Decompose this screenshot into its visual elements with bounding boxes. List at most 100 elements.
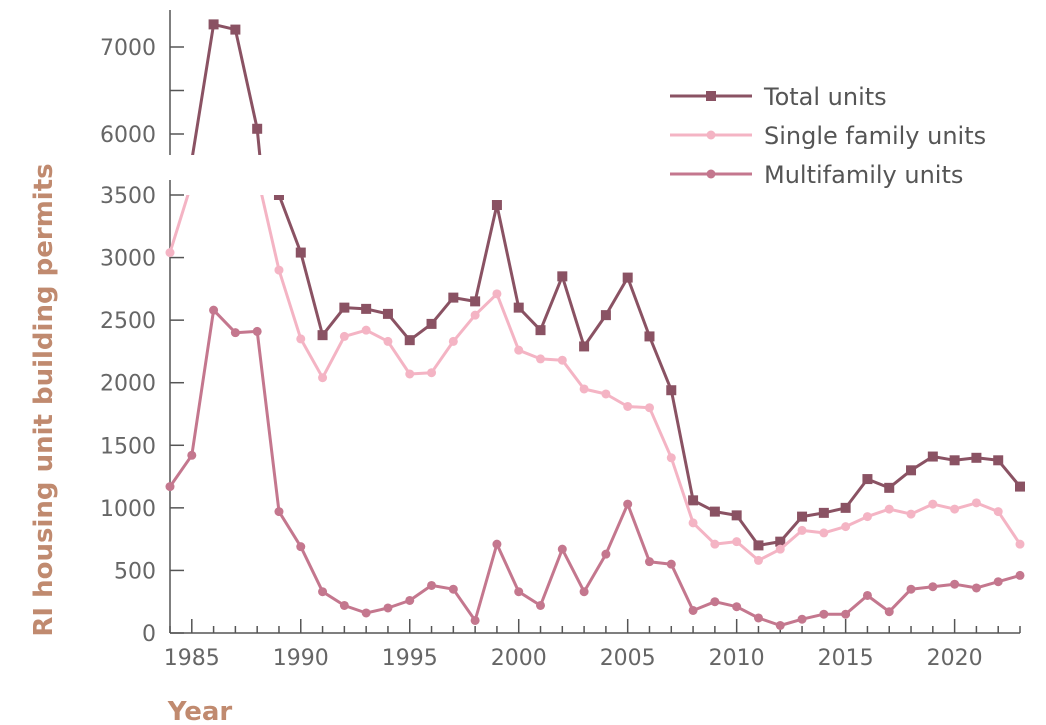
- data-point: [470, 420, 480, 430]
- data-point: [884, 482, 895, 493]
- data-point: [776, 646, 785, 655]
- data-point: [950, 504, 960, 514]
- data-point: [753, 613, 763, 623]
- data-point: [252, 123, 263, 134]
- series-multifamily-units: [165, 305, 1025, 655]
- data-point: [470, 310, 480, 320]
- data-point: [470, 296, 481, 307]
- data-point: [295, 247, 306, 258]
- data-point: [841, 609, 851, 619]
- data-point: [383, 429, 393, 439]
- data-point: [841, 578, 850, 587]
- data-point: [732, 633, 741, 642]
- data-point: [361, 608, 371, 618]
- series-single-family-units: [165, 178, 1025, 610]
- data-point: [492, 353, 502, 363]
- data-point: [209, 305, 219, 315]
- data-point: [994, 616, 1003, 625]
- data-point: [971, 583, 981, 593]
- data-point: [688, 495, 699, 506]
- data-point: [514, 587, 524, 597]
- data-point: [776, 593, 785, 602]
- legend-item: Multifamily units: [670, 161, 963, 189]
- data-point: [753, 590, 763, 600]
- data-point: [818, 507, 829, 518]
- data-point: [230, 328, 240, 338]
- data-point: [514, 345, 524, 355]
- data-point: [339, 425, 349, 435]
- data-point: [536, 600, 546, 610]
- data-point: [448, 292, 459, 303]
- data-point: [557, 544, 567, 554]
- data-point: [362, 441, 371, 450]
- data-point: [1015, 570, 1025, 580]
- data-point: [361, 325, 371, 335]
- data-point: [231, 234, 240, 243]
- data-point: [557, 355, 567, 365]
- data-point: [580, 482, 589, 491]
- y-tick-label: 2000: [100, 372, 156, 397]
- data-point: [993, 577, 1003, 587]
- y-tick-label: 1000: [100, 497, 156, 522]
- data-point: [427, 471, 436, 480]
- data-point: [427, 436, 437, 446]
- data-point: [535, 325, 546, 336]
- data-point: [666, 385, 677, 396]
- data-point: [362, 638, 371, 647]
- data-point: [993, 507, 1003, 517]
- data-point: [884, 504, 894, 514]
- data-point: [753, 555, 763, 565]
- series-line: [168, 308, 1021, 627]
- data-point: [187, 178, 196, 187]
- data-point: [928, 499, 938, 509]
- data-point: [601, 485, 610, 494]
- data-point: [383, 449, 392, 458]
- data-point: [579, 384, 589, 394]
- data-point: [579, 587, 589, 597]
- data-point: [972, 561, 981, 570]
- data-point: [601, 597, 610, 606]
- data-point: [928, 528, 938, 538]
- data-point: [797, 511, 808, 522]
- legend: Total units Single family units Multifamil…: [670, 83, 986, 189]
- data-point: [209, 243, 218, 252]
- data-point: [732, 569, 742, 579]
- data-point: [644, 331, 655, 342]
- data-point: [404, 335, 415, 346]
- x-tick-label: 2000: [491, 646, 547, 671]
- data-point: [165, 248, 175, 258]
- data-point: [208, 19, 219, 30]
- data-point: [950, 565, 959, 574]
- data-point: [754, 601, 763, 610]
- x-tick-label: 1985: [164, 646, 220, 671]
- data-point: [688, 605, 698, 615]
- data-point: [382, 308, 393, 319]
- data-point: [209, 427, 218, 436]
- data-point: [470, 615, 480, 625]
- data-point: [230, 24, 241, 35]
- x-tick-label: 2005: [600, 646, 656, 671]
- data-point: [971, 452, 982, 463]
- data-point: [274, 265, 284, 275]
- data-point: [949, 455, 960, 466]
- x-tick-label: 2020: [927, 646, 983, 671]
- data-point: [165, 482, 175, 492]
- data-point: [1015, 481, 1025, 492]
- data-point: [1016, 611, 1025, 620]
- data-point: [775, 587, 785, 597]
- y-tick-label: 6000: [100, 123, 156, 148]
- data-point: [405, 369, 415, 379]
- series-layer: [165, 19, 1025, 655]
- data-point: [731, 510, 742, 521]
- data-point: [361, 426, 371, 436]
- data-point: [274, 567, 283, 576]
- data-point: [405, 595, 415, 605]
- data-point: [296, 447, 305, 456]
- y-axis-title: RI housing unit building permits: [29, 163, 59, 636]
- data-point: [492, 539, 502, 549]
- data-point: [885, 565, 894, 574]
- data-point: [187, 155, 197, 165]
- data-point: [492, 416, 501, 425]
- data-point: [623, 401, 633, 411]
- x-tick-label: 2010: [709, 646, 765, 671]
